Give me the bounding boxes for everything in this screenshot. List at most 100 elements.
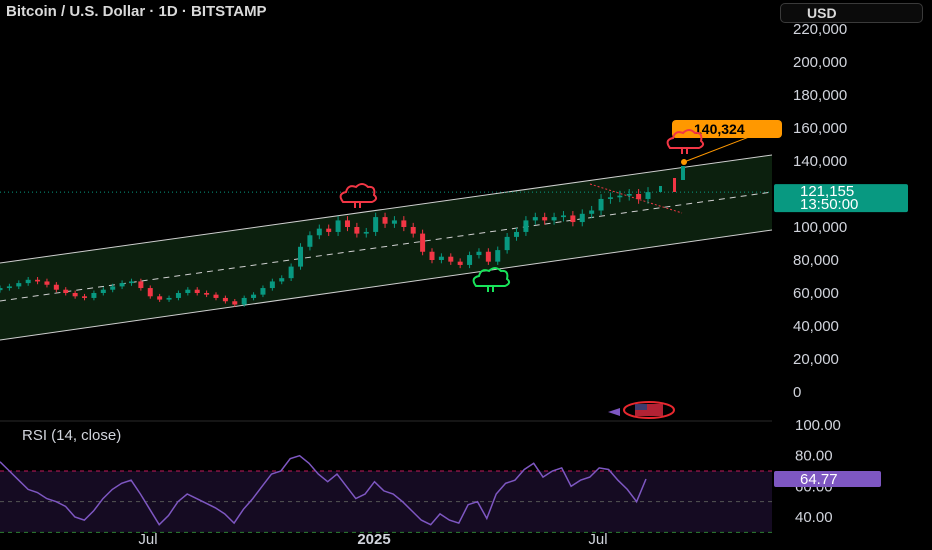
candle-body bbox=[25, 279, 31, 284]
candle-body bbox=[138, 281, 144, 289]
candle-body bbox=[448, 256, 454, 262]
candle-body bbox=[6, 286, 12, 289]
candle-body bbox=[279, 278, 285, 282]
candle-body bbox=[391, 220, 397, 224]
candle-body bbox=[157, 296, 163, 300]
time-tick-label: Jul bbox=[588, 531, 607, 548]
bear-cloud-icon-shape bbox=[666, 129, 705, 149]
channel-lower-line bbox=[0, 229, 773, 341]
candle-body bbox=[673, 178, 676, 192]
price-tick-label: 100,000 bbox=[793, 219, 847, 236]
candle-body bbox=[63, 289, 69, 293]
rsi-line bbox=[0, 454, 647, 526]
rsi-panel: RSI (14, close)100.0080.0060.0040.0064.7… bbox=[0, 417, 881, 533]
candle-body bbox=[476, 251, 482, 256]
channel-fill bbox=[0, 155, 772, 340]
rsi-tick-label: 40.00 bbox=[795, 509, 833, 526]
bear-cloud-icon-shape bbox=[339, 183, 378, 203]
candle-body bbox=[532, 217, 538, 221]
candle-body bbox=[344, 220, 350, 227]
candle-body bbox=[175, 293, 181, 298]
price-tick-label: 200,000 bbox=[793, 54, 847, 71]
channel-mid-line bbox=[0, 191, 773, 302]
time-tick-label: 2025 bbox=[357, 531, 390, 548]
candle-body bbox=[636, 194, 642, 199]
candle-body bbox=[72, 293, 78, 297]
current-price-badge bbox=[774, 184, 908, 213]
candle-body bbox=[523, 220, 529, 232]
us-flag-icon bbox=[608, 401, 675, 419]
candle-body bbox=[504, 236, 510, 251]
candle-body bbox=[681, 166, 685, 180]
candle-body bbox=[128, 281, 134, 284]
candle-body bbox=[222, 297, 228, 302]
candle-body bbox=[579, 213, 585, 223]
us-flag-pointer bbox=[608, 408, 620, 416]
candle-body bbox=[119, 283, 125, 287]
candle-body bbox=[110, 286, 116, 290]
bear-cloud-icon bbox=[666, 129, 705, 154]
price-tick-label: 80,000 bbox=[793, 252, 839, 269]
time-axis[interactable]: Jul 2025 Jul bbox=[138, 531, 607, 548]
price-tick-label: 160,000 bbox=[793, 120, 847, 137]
candle-body bbox=[514, 231, 520, 237]
candle-body bbox=[467, 255, 473, 265]
candle-body bbox=[326, 228, 332, 232]
candle-body bbox=[298, 246, 304, 267]
price-tick-label: 180,000 bbox=[793, 87, 847, 104]
us-flag-ring bbox=[623, 401, 675, 419]
target-price-label: 140,324 bbox=[694, 121, 745, 137]
candle-body bbox=[645, 192, 651, 199]
chart-title: Bitcoin / U.S. Dollar · 1D · BITSTAMP bbox=[6, 3, 267, 20]
candle-body bbox=[617, 195, 623, 198]
candle-body bbox=[354, 227, 360, 234]
target-dot bbox=[681, 159, 687, 165]
price-tick-label: 40,000 bbox=[793, 318, 839, 335]
price-tick-label: 20,000 bbox=[793, 351, 839, 368]
candle-body bbox=[401, 220, 407, 227]
regression-channel bbox=[0, 126, 776, 341]
currency-button[interactable]: USD bbox=[780, 3, 923, 23]
candle-body bbox=[560, 215, 566, 218]
candle-body bbox=[316, 228, 322, 236]
price-tick-label: 220,000 bbox=[793, 21, 847, 38]
countdown-label: 13:50:00 bbox=[800, 196, 858, 213]
candle-body bbox=[35, 279, 41, 282]
candle-body bbox=[410, 227, 416, 234]
candle-body bbox=[213, 294, 219, 298]
candle-body bbox=[485, 251, 491, 262]
candle-body bbox=[598, 198, 604, 211]
candle-body bbox=[457, 261, 463, 265]
candle-body bbox=[53, 284, 59, 290]
candle-body bbox=[429, 251, 435, 260]
price-tick-label: 140,000 bbox=[793, 153, 847, 170]
candle-body bbox=[335, 220, 341, 232]
price-candles bbox=[0, 166, 685, 307]
candle-body bbox=[147, 288, 153, 297]
candle-body bbox=[232, 301, 238, 305]
candle-body bbox=[307, 235, 313, 247]
candle-body bbox=[589, 210, 595, 214]
candle-body bbox=[363, 231, 369, 234]
candle-body bbox=[16, 283, 22, 287]
candle-body bbox=[607, 197, 613, 199]
candle-body bbox=[373, 217, 379, 232]
candle-body bbox=[570, 215, 576, 223]
candle-body bbox=[269, 281, 275, 289]
candle-body bbox=[204, 293, 210, 295]
bull-cloud-icon-shape bbox=[472, 267, 511, 287]
candle-body bbox=[166, 297, 172, 300]
rsi-tick-label: 100.00 bbox=[795, 417, 841, 434]
candle-body bbox=[659, 186, 662, 192]
candle-body bbox=[438, 256, 444, 260]
time-tick-label: Jul bbox=[138, 531, 157, 548]
candle-body bbox=[91, 293, 97, 298]
candle-body bbox=[260, 288, 266, 295]
current-price-label: 121,155 bbox=[800, 183, 854, 200]
price-axis[interactable]: 220,000200,000180,000160,000140,000120,0… bbox=[774, 21, 908, 401]
price-tick-label: 60,000 bbox=[793, 285, 839, 302]
rsi-tick-label: 80.00 bbox=[795, 448, 833, 465]
candle-body bbox=[251, 294, 257, 298]
rsi-value-badge bbox=[774, 471, 881, 488]
